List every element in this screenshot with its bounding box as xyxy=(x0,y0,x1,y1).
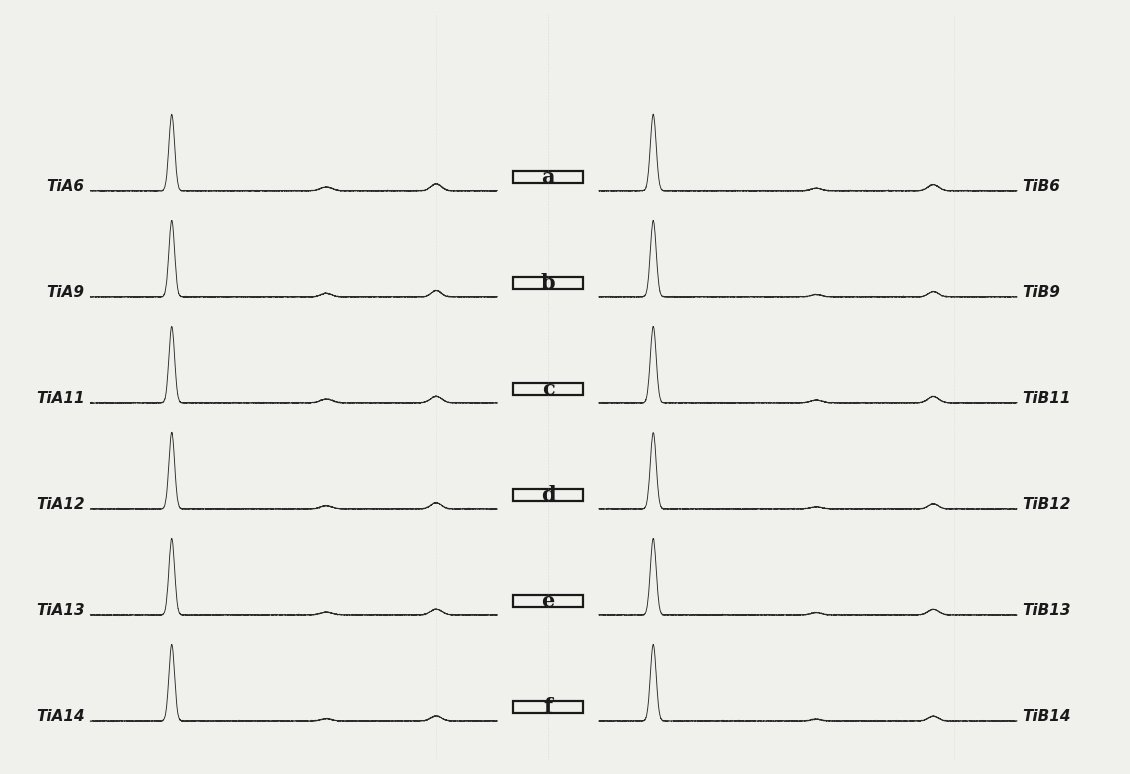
FancyBboxPatch shape xyxy=(513,171,583,183)
Text: d: d xyxy=(541,485,555,505)
Text: TiB9: TiB9 xyxy=(1023,285,1061,300)
FancyBboxPatch shape xyxy=(513,489,583,501)
Text: TiA14: TiA14 xyxy=(36,709,85,724)
FancyBboxPatch shape xyxy=(513,383,583,395)
Text: TiB12: TiB12 xyxy=(1023,497,1071,512)
FancyBboxPatch shape xyxy=(513,595,583,607)
Text: TiA12: TiA12 xyxy=(36,497,85,512)
Text: TiA9: TiA9 xyxy=(46,285,85,300)
Text: b: b xyxy=(541,273,555,293)
Text: TiA13: TiA13 xyxy=(36,603,85,618)
Text: TiB11: TiB11 xyxy=(1023,391,1071,406)
Text: TiA11: TiA11 xyxy=(36,391,85,406)
Text: TiA6: TiA6 xyxy=(46,179,85,194)
Text: f: f xyxy=(544,697,553,717)
Text: c: c xyxy=(541,379,555,399)
FancyBboxPatch shape xyxy=(513,701,583,713)
Text: TiB14: TiB14 xyxy=(1023,709,1071,724)
Text: a: a xyxy=(541,167,555,187)
FancyBboxPatch shape xyxy=(513,277,583,289)
Text: TiB6: TiB6 xyxy=(1023,179,1061,194)
Text: e: e xyxy=(541,591,555,611)
Text: TiB13: TiB13 xyxy=(1023,603,1071,618)
